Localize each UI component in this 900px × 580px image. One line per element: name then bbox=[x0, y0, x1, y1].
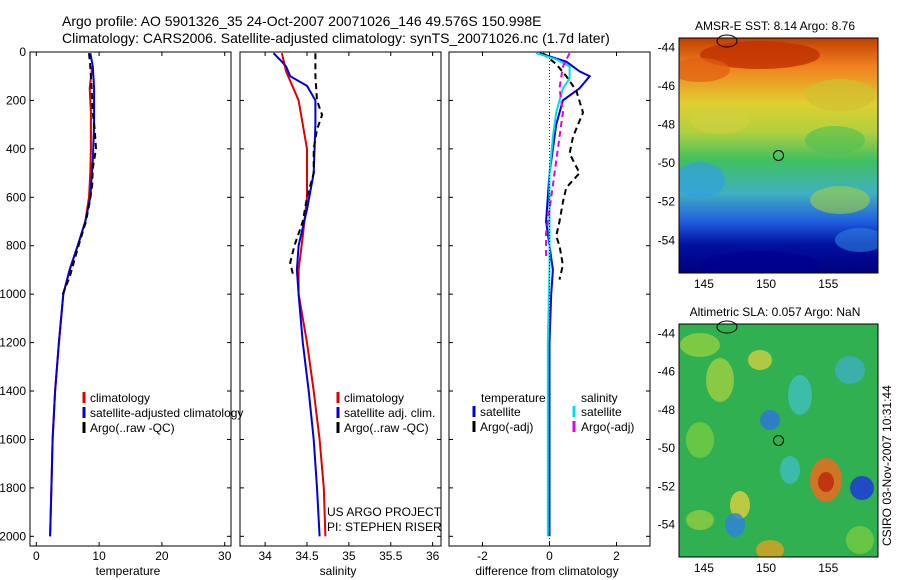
salinity-panel bbox=[239, 51, 442, 547]
x-tick-label: 0 bbox=[546, 549, 553, 563]
x-tick-label: 0 bbox=[33, 549, 40, 563]
sst-map-title: AMSR-E SST: 8.14 Argo: 8.76 bbox=[695, 19, 855, 33]
x-tick-label: -2 bbox=[477, 549, 488, 563]
map-y-tick-label: -46 bbox=[658, 79, 676, 93]
map-y-tick-label: -46 bbox=[658, 365, 676, 379]
map-y-tick-label: -54 bbox=[658, 518, 676, 532]
series-line-argo-raw-qc bbox=[289, 53, 324, 278]
map-y-tick-label: -44 bbox=[658, 327, 676, 341]
header-subtitle: Climatology: CARS2006. Satellite-adjuste… bbox=[62, 30, 610, 46]
x-tick-label: 34 bbox=[258, 549, 272, 563]
x-tick-label: 35 bbox=[342, 549, 356, 563]
map-y-tick-label: -48 bbox=[658, 403, 676, 417]
series-line-salinity-argo-adj bbox=[545, 52, 571, 258]
difference-legend: temperature salinity satellite Argo(-adj… bbox=[472, 391, 634, 434]
sst-map-field bbox=[679, 38, 878, 273]
sst-map-frame bbox=[678, 37, 879, 274]
y-tick-label: 1600 bbox=[0, 432, 26, 446]
map-y-tick-label: -50 bbox=[658, 156, 676, 170]
y-tick-label: 400 bbox=[6, 142, 26, 156]
legend-label: climatology bbox=[344, 391, 404, 405]
legend-label: Argo(..raw -QC) bbox=[344, 421, 429, 435]
axes-layer: 0 10 20 30020040060080010001200140016001800… bbox=[0, 41, 839, 575]
map-x-tick-label: 145 bbox=[694, 561, 714, 575]
sla-argo-marker bbox=[773, 435, 784, 446]
sla-map-field bbox=[679, 324, 878, 557]
difference-xlabel: difference from climatology bbox=[475, 564, 618, 578]
y-tick-label: 200 bbox=[6, 93, 26, 107]
salinity-xlabel: salinity bbox=[320, 564, 357, 578]
x-tick-label: 36 bbox=[426, 549, 440, 563]
sst-argo-marker bbox=[773, 150, 784, 161]
sla-map-title: Altimetric SLA: 0.057 Argo: NaN bbox=[690, 305, 861, 319]
series-line-satellite-adj-clim bbox=[272, 52, 321, 537]
y-tick-label: 0 bbox=[19, 45, 26, 59]
legend-label: Argo(-adj) bbox=[480, 420, 533, 434]
map-y-tick-label: -48 bbox=[658, 118, 676, 132]
header-title: Argo profile: AO 5901326_35 24-Oct-2007 … bbox=[62, 13, 542, 29]
map-y-tick-label: -44 bbox=[658, 41, 676, 55]
legend-label: satellite adj. clim. bbox=[344, 406, 435, 420]
legend-label: Argo(..raw -QC) bbox=[90, 421, 175, 435]
legend-label: satellite-adjusted climatology bbox=[90, 406, 243, 420]
temperature-panel bbox=[29, 51, 232, 547]
series-line-argo-raw-qc bbox=[61, 53, 98, 295]
x-tick-label: 2 bbox=[613, 549, 620, 563]
sla-ice-contour bbox=[716, 320, 738, 334]
legend-header-salinity: salinity bbox=[581, 391, 618, 405]
y-tick-label: 1400 bbox=[0, 384, 26, 398]
legend-header-temperature: temperature bbox=[481, 391, 546, 405]
y-tick-label: 1200 bbox=[0, 336, 26, 350]
legend-label: Argo(-adj) bbox=[581, 420, 634, 434]
csiro-timestamp: CSIRO 03-Nov-2007 10:31:44 bbox=[880, 385, 894, 546]
x-tick-label: 20 bbox=[155, 549, 169, 563]
series-line-temperature-argo-adj bbox=[542, 52, 585, 280]
map-y-tick-label: -52 bbox=[658, 479, 676, 493]
legend-label: climatology bbox=[90, 391, 150, 405]
sst-ice-contour bbox=[716, 34, 738, 48]
map-x-tick-label: 155 bbox=[818, 277, 838, 291]
map-y-tick-label: -52 bbox=[658, 195, 676, 209]
legend-label: satellite bbox=[480, 405, 521, 419]
salinity-legend: climatology satellite adj. clim. Argo(..… bbox=[336, 391, 435, 435]
y-tick-label: 1800 bbox=[0, 481, 26, 495]
pi-annotation: PI: STEPHEN RISER bbox=[327, 520, 442, 534]
map-x-tick-label: 150 bbox=[756, 561, 776, 575]
legend-label: satellite bbox=[581, 405, 622, 419]
x-tick-label: 30 bbox=[218, 549, 232, 563]
map-y-tick-label: -54 bbox=[658, 233, 676, 247]
series-line-climatology bbox=[280, 52, 327, 537]
y-tick-label: 2000 bbox=[0, 529, 26, 543]
x-tick-label: 35.5 bbox=[379, 549, 403, 563]
series-layer bbox=[49, 52, 592, 537]
temperature-legend: climatology satellite-adjusted climatolo… bbox=[82, 391, 243, 435]
series-line-salinity-satellite bbox=[535, 52, 571, 537]
y-tick-label: 800 bbox=[6, 239, 26, 253]
x-tick-label: 34.5 bbox=[295, 549, 319, 563]
map-x-tick-label: 155 bbox=[818, 561, 838, 575]
y-tick-label: 1000 bbox=[0, 287, 26, 301]
project-annotation: US ARGO PROJECT bbox=[327, 505, 442, 519]
sla-map-frame bbox=[678, 323, 879, 558]
x-tick-label: 10 bbox=[92, 549, 106, 563]
temperature-xlabel: temperature bbox=[96, 564, 161, 578]
y-tick-label: 600 bbox=[6, 190, 26, 204]
map-y-tick-label: -50 bbox=[658, 441, 676, 455]
map-x-tick-label: 145 bbox=[694, 277, 714, 291]
map-x-tick-label: 150 bbox=[756, 277, 776, 291]
